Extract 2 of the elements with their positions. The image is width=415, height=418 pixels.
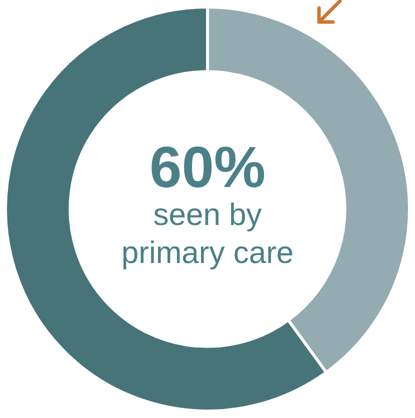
- data-label: 60%: [149, 135, 266, 200]
- text: seen by primary care: [121, 197, 294, 270]
